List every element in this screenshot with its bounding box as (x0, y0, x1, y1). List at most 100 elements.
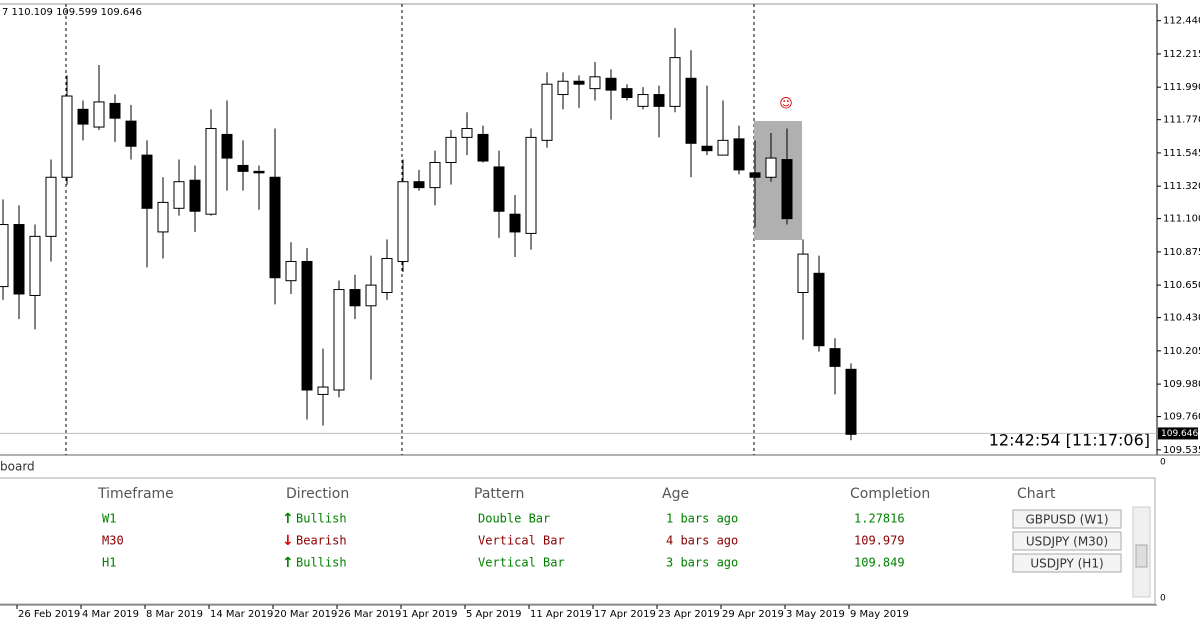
pattern-highlight (754, 121, 802, 240)
table-cell: H1 (102, 556, 116, 570)
candle-body (205, 128, 217, 215)
candle-body (333, 289, 345, 391)
candle-body (749, 172, 761, 178)
candle-body (173, 181, 185, 209)
y-tick-label: 111.545 (1163, 148, 1200, 159)
candle-body (365, 284, 377, 307)
candle-body (829, 348, 841, 367)
candle-body (429, 162, 441, 189)
candle-body (493, 166, 505, 212)
candle-body (45, 176, 57, 237)
candle-body (237, 164, 249, 172)
chart-button-label[interactable]: USDJPY (H1) (1030, 557, 1103, 571)
chart-button[interactable] (1012, 531, 1122, 551)
x-tick-label: 23 Apr 2019 (658, 609, 720, 620)
x-tick-label: 1 Apr 2019 (402, 609, 457, 620)
table-cell: Bullish (296, 556, 347, 570)
table-cell: Vertical Bar (478, 556, 565, 570)
indicator-scale: 0 (1160, 458, 1166, 468)
direction-arrow: ↓ (282, 533, 294, 549)
candle-body (525, 136, 537, 234)
candle-body (157, 201, 169, 233)
x-tick-label: 3 May 2019 (786, 609, 845, 620)
chart-button-label[interactable]: USDJPY (M30) (1026, 535, 1108, 549)
candle-body (733, 138, 745, 171)
column-header: Completion (850, 486, 930, 502)
candle-body (765, 157, 777, 178)
column-header: Direction (286, 486, 349, 502)
table-cell: M30 (102, 534, 124, 548)
candle-body (29, 235, 41, 296)
candle-body (141, 154, 153, 209)
candle-body (541, 83, 553, 141)
table-cell: W1 (102, 512, 116, 526)
chart-button-label[interactable]: GBPUSD (W1) (1025, 513, 1108, 527)
candle-body (477, 133, 489, 162)
last-price-tag (1158, 427, 1198, 440)
scroll-thumb[interactable] (1135, 544, 1148, 568)
candle-body (573, 80, 585, 85)
candle-body (285, 260, 297, 282)
column-header: Pattern (474, 486, 524, 502)
table-cell: Double Bar (478, 512, 550, 526)
candle-body (0, 224, 9, 288)
candle-body (589, 76, 601, 90)
table-cell: 4 bars ago (666, 534, 738, 548)
candle-body (397, 181, 409, 262)
candle-body (669, 57, 681, 107)
x-tick-label: 20 Mar 2019 (274, 609, 337, 620)
time-label: 12:42:54 [11:17:06] (989, 431, 1150, 450)
x-tick-label: 17 Apr 2019 (594, 609, 656, 620)
candle-body (125, 120, 137, 147)
table-cell: Bearish (296, 534, 347, 548)
y-tick-label: 109.760 (1163, 412, 1200, 423)
candle-body (653, 94, 665, 107)
x-tick-label: 9 May 2019 (850, 609, 909, 620)
y-tick-label: 111.990 (1163, 82, 1200, 93)
candle-body (61, 95, 73, 178)
table-cell: 3 bars ago (666, 556, 738, 570)
candle-body (637, 94, 649, 107)
panel-title: board (0, 460, 35, 474)
candle-body (845, 368, 857, 435)
candle-body (269, 176, 281, 279)
chart-button[interactable] (1012, 553, 1122, 573)
candle-body (93, 101, 105, 128)
y-tick-label: 112.440 (1163, 16, 1200, 27)
x-tick-label: 4 Mar 2019 (82, 609, 139, 620)
candle-body (445, 136, 457, 164)
candle-body (413, 181, 425, 189)
candle-body (717, 139, 729, 156)
table-cell: 109.979 (854, 534, 905, 548)
candle-body (317, 386, 329, 395)
table-cell: 1 bars ago (666, 512, 738, 526)
y-tick-label: 111.320 (1163, 181, 1200, 192)
chart-button[interactable] (1012, 509, 1122, 529)
x-tick-label: 26 Feb 2019 (18, 609, 80, 620)
table-cell: Vertical Bar (478, 534, 565, 548)
candle-body (701, 145, 713, 152)
pattern-icon: ☺ (779, 97, 793, 112)
table-cell: 1.27816 (854, 512, 905, 526)
x-tick-label: 29 Apr 2019 (722, 609, 784, 620)
candle-body (557, 80, 569, 96)
candle-body (685, 77, 697, 144)
candle-body (221, 133, 233, 159)
indicator-scale: 0 (1160, 594, 1166, 604)
candle-body (349, 289, 361, 307)
y-tick-label: 110.205 (1163, 346, 1200, 357)
x-tick-label: 5 Apr 2019 (466, 609, 521, 620)
y-tick-label: 110.875 (1163, 247, 1200, 258)
candle-body (621, 88, 633, 98)
y-tick-label: 111.770 (1163, 115, 1200, 126)
y-tick-label: 109.980 (1163, 379, 1200, 390)
candle-body (797, 253, 809, 294)
direction-arrow: ↑ (282, 511, 294, 527)
y-tick-label: 109.535 (1163, 445, 1200, 456)
candle-body (253, 170, 265, 174)
direction-arrow: ↑ (282, 555, 294, 571)
x-tick-label: 8 Mar 2019 (146, 609, 203, 620)
table-cell: 109.849 (854, 556, 905, 570)
candle-body (605, 77, 617, 91)
